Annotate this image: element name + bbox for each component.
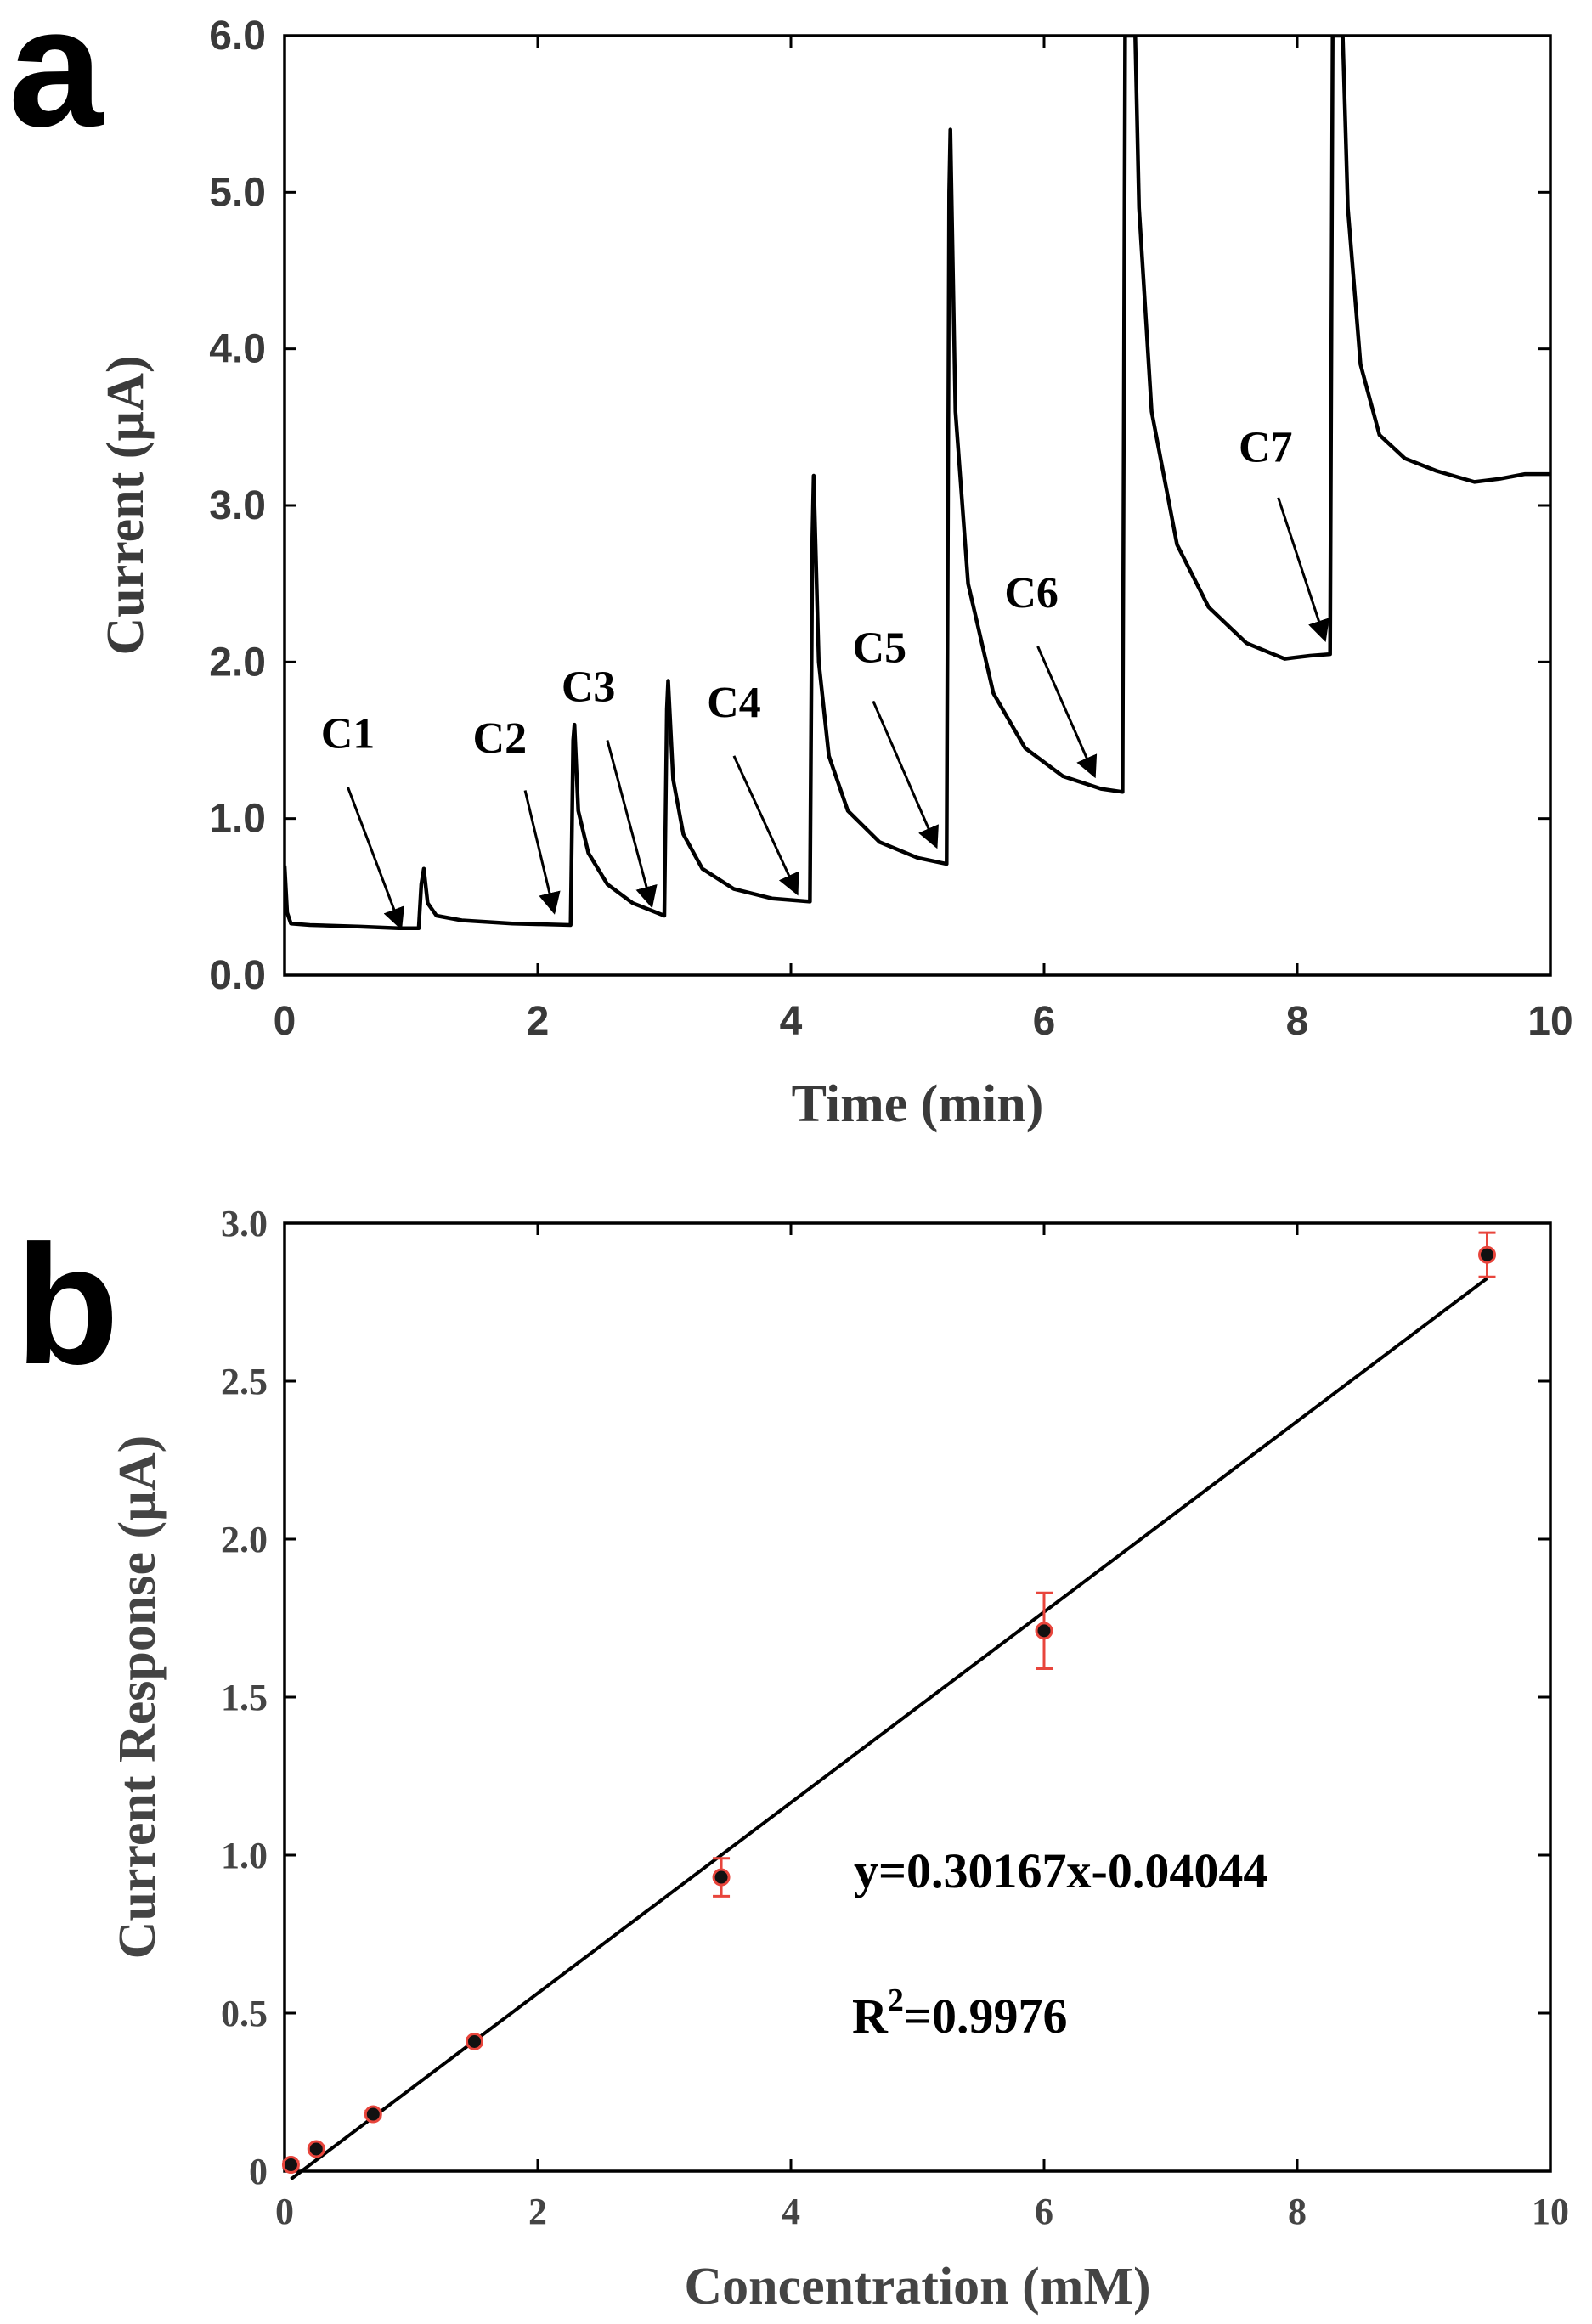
- chart-a-annotation-label: C3: [562, 663, 616, 711]
- chart-a-y-tick-label: 5.0: [209, 170, 266, 215]
- chart-b-equation: y=0.30167x-0.04044: [854, 1843, 1267, 1898]
- chart-b-x-tick-label: 4: [782, 2191, 800, 2232]
- chart-a-x-tick-label: 0: [274, 999, 296, 1044]
- chart-b-data-point: [1035, 1622, 1053, 1640]
- chart-b-x-tick-label: 6: [1035, 2191, 1053, 2232]
- chart-a-annotation-label: C4: [707, 679, 761, 727]
- panel-a-letter: a: [8, 0, 104, 162]
- chart-b-x-tick-label: 0: [275, 2191, 294, 2232]
- chart-a-series-line: [285, 36, 1550, 930]
- chart-a-annotation-arrow: [1277, 497, 1329, 642]
- chart-b-fit-line: [290, 1277, 1488, 2181]
- chart-a-y-tick-label: 6.0: [209, 14, 266, 59]
- chart-b-data-point: [1478, 1245, 1496, 1264]
- chart-a-annotation-arrow: [347, 787, 404, 931]
- chart-b-data-point: [712, 1868, 731, 1887]
- chart-a-y-axis-title: Current (µA): [97, 355, 155, 655]
- chart-a-annotation-label: C6: [1004, 569, 1059, 618]
- chart-a-x-tick-label: 2: [527, 999, 550, 1044]
- chart-b-x-axis-title: Concentration (mM): [684, 2258, 1150, 2316]
- chart-a-annotation-label: C5: [853, 623, 907, 672]
- chart-b-y-axis-title: Current Response (µA): [109, 1436, 167, 1960]
- chart-b-x-tick-label: 10: [1532, 2191, 1569, 2232]
- chart-b-y-tick-label: 1.5: [221, 1677, 268, 1718]
- chart-a-amperometric: 0.0 1.0 2.0 3.0 4.0 5.0 6.0 0 2 4 6 8 10 Time (min) Cu…: [97, 14, 1573, 1133]
- chart-a-y-tick-label: 4.0: [209, 327, 266, 372]
- chart-a-annotation-arrow: [732, 755, 799, 896]
- chart-b-calibration: 0 0.5 1.0 1.5 2.0 2.5 3.0 0 2 4 6 8 10 Concentration …: [109, 1203, 1569, 2316]
- chart-b-x-tick-label: 8: [1288, 2191, 1307, 2232]
- chart-b-y-tick-label: 3.0: [221, 1203, 268, 1244]
- chart-b-y-tick-label: 2.0: [221, 1519, 268, 1560]
- chart-b-r-squared-value: =0.9976: [904, 1988, 1068, 2044]
- chart-a-plot-frame: [283, 34, 1552, 977]
- chart-b-data-point: [466, 2032, 483, 2050]
- chart-b-y-tick-label: 2.5: [221, 1361, 268, 1402]
- chart-a-x-axis-title: Time (min): [792, 1075, 1044, 1133]
- chart-a-x-tick-label: 10: [1527, 999, 1572, 1044]
- chart-a-x-tick-label: 4: [780, 999, 803, 1044]
- chart-b-data-point: [307, 2140, 325, 2158]
- chart-b-x-tick-label: 2: [528, 2191, 547, 2232]
- chart-b-y-tick-label: 0: [249, 2151, 268, 2192]
- chart-b-data-point: [281, 2156, 300, 2175]
- chart-b-data-point: [364, 2105, 382, 2124]
- chart-b-y-tick-label: 0.5: [221, 1993, 268, 2034]
- chart-a-y-tick-label: 1.0: [209, 797, 266, 842]
- chart-a-y-tick-label: 3.0: [209, 483, 266, 528]
- panel-b-letter: b: [15, 1210, 119, 1400]
- chart-a-annotation-arrow: [872, 700, 939, 849]
- chart-b-r-squared-symbol: R: [852, 1988, 889, 2044]
- chart-a-x-tick-label: 8: [1286, 999, 1309, 1044]
- chart-b-r-squared-exponent: 2: [888, 1983, 904, 2018]
- chart-a-annotation-label: C2: [473, 714, 528, 763]
- chart-a-annotation-arrow: [1036, 646, 1098, 779]
- chart-a-x-tick-label: 6: [1033, 999, 1056, 1044]
- chart-b-y-tick-label: 1.0: [221, 1835, 268, 1876]
- chart-a-annotation-arrow: [606, 740, 658, 909]
- chart-a-y-tick-label: 2.0: [209, 640, 266, 685]
- chart-b-r-squared: R2=0.9976: [852, 1983, 1067, 2044]
- chart-a-annotation-label: C1: [321, 710, 375, 759]
- chart-a-annotation-arrow: [523, 790, 561, 915]
- chart-a-y-tick-label: 0.0: [209, 953, 266, 998]
- chart-a-annotation-label: C7: [1239, 423, 1293, 471]
